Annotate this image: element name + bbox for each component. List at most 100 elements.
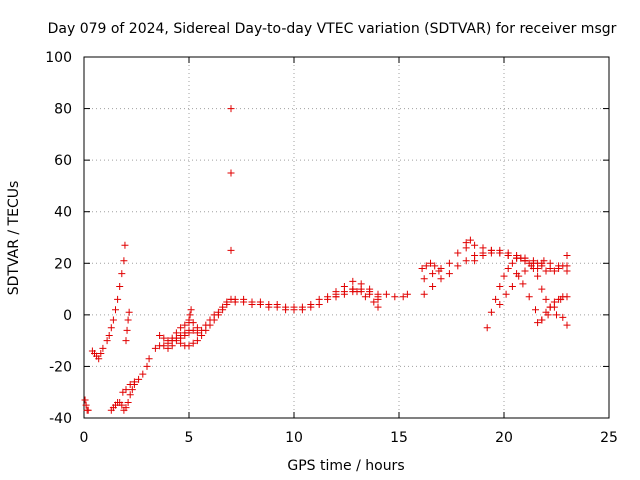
data-point (479, 252, 487, 260)
data-point (265, 303, 273, 311)
data-point (462, 257, 470, 265)
data-point (181, 331, 189, 339)
data-point (529, 257, 537, 265)
data-point (420, 275, 428, 283)
series-late-22b (534, 252, 571, 275)
y-axis-label: SDTVAR / TECUs (6, 181, 22, 296)
data-point (471, 241, 479, 249)
data-point (223, 298, 231, 306)
data-point (116, 282, 124, 290)
data-point (521, 257, 529, 265)
y-tick-label: 40 (54, 205, 72, 221)
data-point (164, 344, 172, 352)
data-point (550, 298, 558, 306)
series-late-16b (420, 236, 474, 283)
data-point (466, 236, 474, 244)
data-point (172, 337, 180, 345)
data-point (418, 264, 426, 272)
data-point (496, 282, 504, 290)
data-point (118, 401, 126, 409)
x-tick-label: 20 (495, 430, 513, 446)
data-point (546, 259, 554, 267)
data-point (130, 378, 138, 386)
x-tick-label: 0 (80, 430, 89, 446)
data-point (84, 406, 92, 414)
data-point (437, 275, 445, 283)
data-point (431, 262, 439, 270)
data-point (361, 293, 369, 301)
data-point (513, 270, 521, 278)
data-point (563, 252, 571, 260)
data-point (109, 316, 117, 324)
y-tick-label: 60 (54, 153, 72, 169)
data-point (517, 254, 525, 262)
series-rise-0.4 (88, 344, 107, 363)
data-point (340, 282, 348, 290)
y-tick-label: 20 (54, 256, 72, 272)
data-point (99, 344, 107, 352)
data-point (349, 285, 357, 293)
data-point (538, 316, 546, 324)
data-point (487, 308, 495, 316)
grid (84, 57, 609, 418)
data-point (122, 386, 130, 394)
data-point (525, 259, 533, 267)
y-tick-label: -20 (49, 359, 72, 375)
x-tick-label: 10 (285, 430, 303, 446)
data-point (164, 337, 172, 345)
series-mid-5.5 (193, 295, 235, 337)
data-point (160, 342, 168, 350)
data-point (123, 326, 131, 334)
data-point (185, 329, 193, 337)
data-point (542, 295, 550, 303)
data-point (315, 301, 323, 309)
y-tick-label: 80 (54, 102, 72, 118)
data-point (231, 298, 239, 306)
data-point (124, 399, 132, 407)
data-point (118, 270, 126, 278)
data-point (307, 303, 315, 311)
data-point (214, 308, 222, 316)
series-late-21b (517, 254, 571, 329)
data-point (542, 267, 550, 275)
series-mid-3.7 (156, 319, 197, 345)
data-point (427, 259, 434, 267)
data-point (189, 339, 197, 347)
x-tick-label: 25 (600, 430, 618, 446)
series-rise-1.2 (103, 241, 129, 345)
data-point (534, 264, 542, 272)
data-point (399, 293, 407, 301)
data-point (168, 342, 176, 350)
data-point (429, 270, 437, 278)
data-point (193, 337, 201, 345)
data-point (219, 303, 227, 311)
data-point (210, 311, 218, 319)
data-point (504, 252, 512, 260)
data-point (437, 264, 445, 272)
data-point (525, 293, 533, 301)
data-point (128, 386, 136, 394)
y-tick-label: 100 (45, 50, 72, 66)
data-point (298, 306, 306, 314)
data-point (422, 262, 430, 270)
data-point (181, 321, 189, 329)
data-point (555, 295, 563, 303)
data-point (559, 313, 567, 321)
data-point (189, 319, 197, 327)
series-low-2.1 (120, 355, 153, 414)
data-point (126, 391, 134, 399)
data-point (177, 339, 185, 347)
data-point (500, 272, 508, 280)
data-point (185, 342, 193, 350)
data-point (107, 324, 115, 332)
y-tick-label: -40 (49, 411, 72, 427)
data-point (454, 249, 462, 257)
data-point (429, 282, 437, 290)
y-tick-label: 0 (63, 308, 72, 324)
data-point (185, 316, 193, 324)
series-early-dip (81, 396, 92, 414)
plot-frame (83, 56, 610, 419)
data-point (534, 272, 542, 280)
data-point (542, 308, 550, 316)
data-point (340, 290, 348, 298)
